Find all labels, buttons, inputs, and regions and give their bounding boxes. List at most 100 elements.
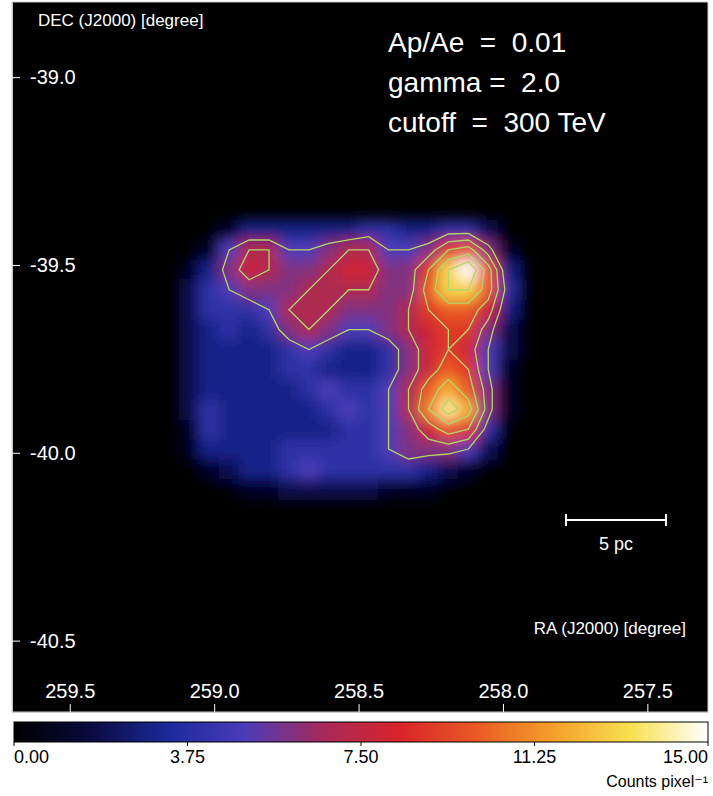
cell: [199, 260, 219, 280]
cell: [378, 300, 398, 320]
cell: [259, 400, 279, 420]
cell: [438, 459, 458, 479]
cell: [239, 379, 259, 399]
y-axis: -39.0-39.5-40.0-40.5: [12, 3, 76, 713]
cell: [299, 379, 319, 399]
cell: [498, 459, 518, 479]
cell: [339, 400, 359, 420]
cell: [339, 340, 359, 360]
cell: [378, 459, 398, 479]
cell: [498, 260, 518, 280]
cell: [398, 479, 418, 499]
cell: [358, 420, 378, 440]
cell: [518, 400, 538, 420]
cell: [199, 479, 219, 499]
cell: [279, 400, 299, 420]
cell: [378, 340, 398, 360]
cell: [358, 479, 378, 499]
cell: [418, 360, 438, 380]
contours: [223, 233, 505, 459]
cell: [319, 360, 339, 380]
cell: [199, 280, 219, 300]
x-tick: 258.5: [334, 680, 384, 712]
cell: [498, 479, 518, 499]
cell: [339, 260, 359, 280]
y-axis-line: [12, 3, 13, 713]
cell: [259, 220, 279, 240]
scale-bar-line: [566, 514, 666, 526]
cell: [358, 459, 378, 479]
cell: [239, 420, 259, 440]
chart: -39.0-39.5-40.0-40.5259.5259.0258.5258.0…: [0, 0, 713, 796]
cell: [219, 459, 239, 479]
cell: [518, 340, 538, 360]
cell: [418, 400, 438, 420]
cell: [478, 420, 498, 440]
cell: [398, 459, 418, 479]
y-tick-label: -40.5: [30, 630, 76, 652]
cell: [199, 240, 219, 260]
cell: [518, 459, 538, 479]
cell: [179, 300, 199, 320]
cell: [458, 400, 478, 420]
cell: [339, 360, 359, 380]
cell: [518, 300, 538, 320]
plot-background: [12, 2, 708, 712]
cell: [179, 340, 199, 360]
colorbar-axis: 0.003.757.5011.2515.00: [14, 742, 708, 767]
x-axis-title: RA (J2000) [degree]: [534, 619, 686, 638]
cell: [279, 280, 299, 300]
cell: [299, 400, 319, 420]
cell: [219, 420, 239, 440]
cell: [378, 260, 398, 280]
colorbar-tick-label: 0.00: [14, 747, 49, 767]
cell: [179, 440, 199, 460]
cell: [358, 360, 378, 380]
cell: [279, 320, 299, 340]
cell: [458, 240, 478, 260]
x-tick: 258.0: [478, 680, 528, 712]
cell: [199, 440, 219, 460]
cell: [279, 479, 299, 499]
cell: [339, 459, 359, 479]
cell: [478, 440, 498, 460]
cell: [319, 400, 339, 420]
cell: [458, 260, 478, 280]
cell: [378, 220, 398, 240]
annotation: cutoff = 300 TeV: [388, 107, 606, 138]
cell: [199, 459, 219, 479]
cell: [438, 479, 458, 499]
cell: [259, 420, 279, 440]
colorbar-tick-label: 15.00: [663, 747, 708, 767]
cell: [358, 340, 378, 360]
plot-area: [179, 220, 538, 500]
cell: [458, 479, 478, 499]
cell: [299, 420, 319, 440]
cell: [239, 320, 259, 340]
x-tick-mark: [647, 704, 648, 712]
cell: [179, 379, 199, 399]
colorbar-tick: [14, 742, 15, 746]
cell: [418, 459, 438, 479]
x-tick: 259.5: [45, 680, 95, 712]
x-tick-mark: [70, 704, 71, 712]
contour: [239, 240, 498, 444]
cell: [199, 400, 219, 420]
cell: [299, 440, 319, 460]
cell: [458, 459, 478, 479]
cell: [378, 320, 398, 340]
cell: [279, 459, 299, 479]
cell: [518, 220, 538, 240]
cell: [199, 360, 219, 380]
cell: [239, 220, 259, 240]
x-tick-label: 258.0: [478, 680, 528, 702]
cell: [398, 280, 418, 300]
cell: [219, 400, 239, 420]
cell: [319, 220, 339, 240]
cell: [339, 220, 359, 240]
cell: [358, 440, 378, 460]
cell: [219, 320, 239, 340]
cell: [498, 240, 518, 260]
cell: [498, 440, 518, 460]
cell: [498, 360, 518, 380]
